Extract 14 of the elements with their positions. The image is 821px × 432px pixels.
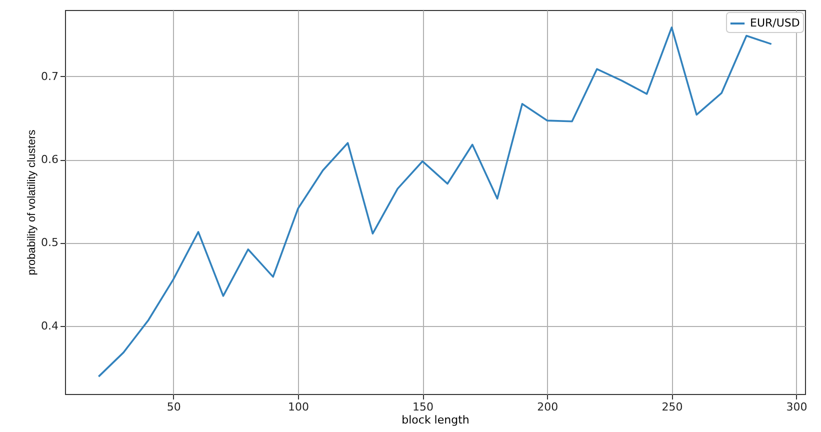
x-tick-label: 50 xyxy=(166,400,181,414)
y-tick-label: 0.6 xyxy=(41,153,58,166)
y-tick-label: 0.5 xyxy=(41,236,58,250)
legend-label: EUR/USD xyxy=(750,16,800,30)
x-tick-label: 250 xyxy=(662,400,683,414)
line-series xyxy=(98,26,772,378)
x-tick-label: 300 xyxy=(786,400,808,414)
x-tick-label: 100 xyxy=(288,400,309,414)
y-tick-label: 0.7 xyxy=(41,70,58,83)
y-tick-label: 0.4 xyxy=(41,319,58,332)
x-axis-title: block length xyxy=(402,414,470,426)
y-axis-title: probability of volatility clusters xyxy=(26,129,38,276)
x-tick-label: 150 xyxy=(412,400,434,414)
x-tick-label: 200 xyxy=(537,400,558,414)
